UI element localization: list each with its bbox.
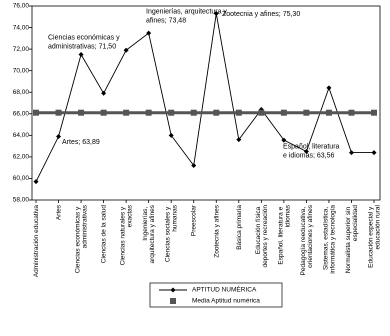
y-tick-label: 70,00 <box>13 67 30 74</box>
marker <box>326 85 332 91</box>
marker <box>371 109 377 116</box>
marker <box>281 137 287 143</box>
marker <box>78 52 84 57</box>
x-tick-label: Educación física deportes y recreación <box>255 205 269 268</box>
marker <box>33 179 39 185</box>
y-tick-label: 66,00 <box>13 110 30 117</box>
x-tick-label: Ciencias de la salud <box>100 205 107 264</box>
x-tick-label: Ciencias sociales y humanas <box>164 204 178 262</box>
y-tick-label: 60,00 <box>13 175 30 182</box>
marker <box>258 109 265 116</box>
legend-swatch <box>170 298 176 304</box>
marker <box>303 149 309 154</box>
marker <box>55 109 62 116</box>
x-tick-label: Español, literatura e idiomas <box>277 204 291 264</box>
series-line <box>35 13 374 182</box>
y-tick-label: 76,00 <box>13 3 30 10</box>
x-tick-label: Artes <box>55 204 62 220</box>
marker <box>146 30 152 36</box>
marker <box>123 109 130 116</box>
y-tick-label: 74,00 <box>13 24 30 31</box>
marker <box>235 109 242 116</box>
marker <box>78 109 85 116</box>
marker <box>190 109 197 116</box>
marker <box>191 163 197 169</box>
marker <box>236 137 242 143</box>
y-tick-label: 58,00 <box>13 197 30 204</box>
marker <box>213 109 220 116</box>
data-label: Artes; 63,89 <box>62 139 100 146</box>
plot-frame <box>31 5 381 201</box>
y-tick-label: 72,00 <box>13 46 30 53</box>
legend-swatch <box>170 287 176 293</box>
marker <box>348 109 355 116</box>
y-tick-label: 62,00 <box>13 154 30 161</box>
marker <box>168 132 174 138</box>
marker <box>371 150 377 156</box>
x-tick-label: Zootecnia y afines <box>213 204 220 258</box>
marker <box>168 109 175 116</box>
data-label: Zootecnia y afines; 75,30 <box>222 11 300 18</box>
y-tick-label: 64,00 <box>13 132 30 139</box>
x-tick-label: Ciencias naturales y exactas <box>119 204 133 265</box>
legend-label: Media Aptitud numérica <box>192 298 260 305</box>
marker <box>123 47 129 53</box>
marker <box>213 11 219 17</box>
data-label: Español, literatura e idiomas; 63,56 <box>283 143 341 159</box>
x-tick-label: Educación especial y educación rural <box>367 204 381 267</box>
marker <box>100 109 107 116</box>
x-tick-label: Básica primaria <box>236 205 243 250</box>
x-tick-label: Sistemas, estadística, informática y tec… <box>322 205 336 274</box>
marker <box>303 109 310 116</box>
marker <box>33 109 39 116</box>
x-tick-label: Ciencias económicas y administrativas <box>74 204 88 273</box>
data-label: Ciencias económicas y administrativas; 7… <box>48 34 122 50</box>
marker <box>325 109 332 116</box>
marker <box>348 150 354 156</box>
marker <box>56 134 62 140</box>
x-tick-label: Ingenierías, arquitectura y afines <box>142 204 156 263</box>
marker <box>280 109 287 116</box>
x-tick-label: Preescolar <box>190 204 197 236</box>
y-tick-label: 68,00 <box>13 89 30 96</box>
data-label: Ingenierías, arquitectura y afines; 73,4… <box>146 8 229 24</box>
x-tick-label: Administración educativa <box>33 205 40 278</box>
marker <box>145 109 152 116</box>
x-tick-label: Normalista superior sin especialidad <box>345 205 359 274</box>
legend-label: APTITUD NUMÉRICA <box>192 285 257 294</box>
marker <box>101 90 107 96</box>
x-tick-label: Pedagogía reeducativa, orientaciones y a… <box>300 204 314 275</box>
